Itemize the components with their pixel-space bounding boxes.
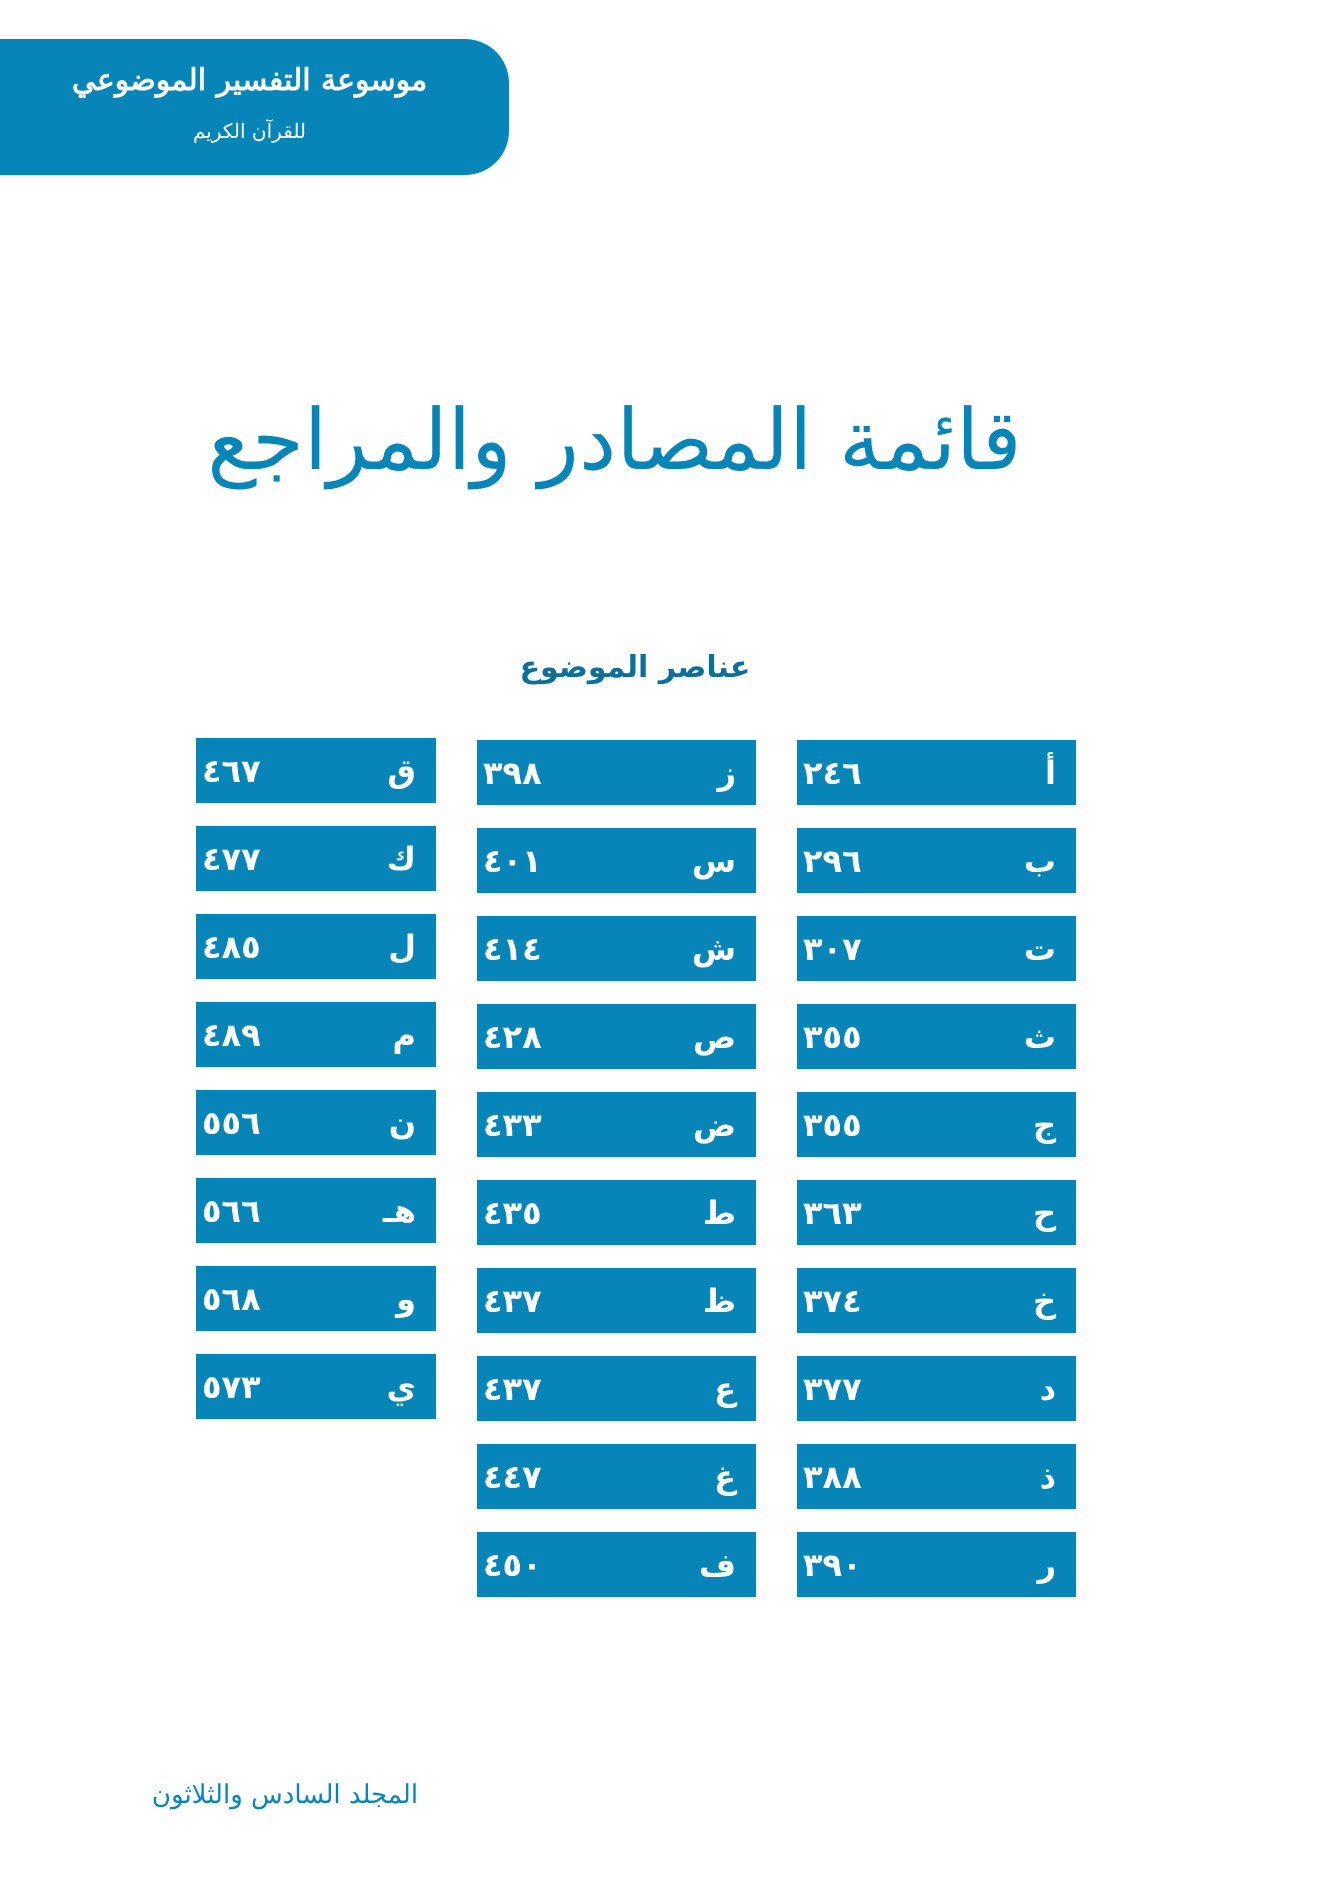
index-entry[interactable]: ذ ٣٨٨ xyxy=(797,1444,1076,1509)
index-entry[interactable]: ع ٤٣٧ xyxy=(477,1356,756,1421)
volume-label: المجلد السادس والثلاثون xyxy=(151,1780,419,1810)
entry-letter: خ xyxy=(1032,1281,1056,1320)
entry-page-number: ٥٧٣ xyxy=(202,1367,261,1406)
entry-letter: ع xyxy=(714,1369,736,1408)
entry-page-number: ٣٨٨ xyxy=(803,1457,862,1496)
entry-letter: س xyxy=(691,841,736,880)
entry-letter: ب xyxy=(1023,841,1056,880)
index-entry[interactable]: ض ٤٣٣ xyxy=(477,1092,756,1157)
entry-letter: ذ xyxy=(1039,1457,1056,1496)
entry-letter: ظ xyxy=(702,1281,736,1320)
index-entry[interactable]: ي ٥٧٣ xyxy=(196,1354,436,1419)
index-entry[interactable]: ت ٣٠٧ xyxy=(797,916,1076,981)
entry-page-number: ٣٩٠ xyxy=(803,1545,862,1584)
entry-page-number: ٤٠١ xyxy=(483,841,542,880)
index-entry[interactable]: ر ٣٩٠ xyxy=(797,1532,1076,1597)
entry-page-number: ٢٤٦ xyxy=(803,753,862,792)
entry-page-number: ٤٨٥ xyxy=(202,927,261,966)
entry-page-number: ٥٦٦ xyxy=(202,1191,261,1230)
entry-page-number: ٤٨٩ xyxy=(202,1015,261,1054)
entry-letter: ق xyxy=(387,751,416,790)
entry-letter: ر xyxy=(1037,1545,1056,1584)
index-entry[interactable]: ن ٥٥٦ xyxy=(196,1090,436,1155)
index-entry[interactable]: خ ٣٧٤ xyxy=(797,1268,1076,1333)
index-entry[interactable]: ف ٤٥٠ xyxy=(477,1532,756,1597)
entry-page-number: ٣٥٥ xyxy=(803,1105,862,1144)
entry-letter: ص xyxy=(692,1017,736,1056)
series-logo-banner: موسوعة التفسير الموضوعي للقرآن الكريم xyxy=(0,39,509,175)
series-title: موسوعة التفسير الموضوعي xyxy=(71,63,428,98)
entry-page-number: ٤٤٧ xyxy=(483,1457,542,1496)
entry-letter: ز xyxy=(717,753,736,792)
index-entry[interactable]: هـ ٥٦٦ xyxy=(196,1178,436,1243)
entry-letter: و xyxy=(396,1279,416,1318)
index-entry[interactable]: ج ٣٥٥ xyxy=(797,1092,1076,1157)
entry-letter: ك xyxy=(386,839,416,878)
entry-page-number: ٤٥٠ xyxy=(483,1545,542,1584)
entry-letter: أ xyxy=(1045,753,1056,792)
entry-letter: هـ xyxy=(382,1191,416,1230)
index-entry[interactable]: أ ٢٤٦ xyxy=(797,740,1076,805)
entry-letter: ف xyxy=(698,1545,736,1584)
index-entry[interactable]: ك ٤٧٧ xyxy=(196,826,436,891)
entry-letter: ش xyxy=(691,929,736,968)
entry-page-number: ٣٠٧ xyxy=(803,929,862,968)
index-entry[interactable]: د ٣٧٧ xyxy=(797,1356,1076,1421)
entry-letter: ج xyxy=(1032,1105,1056,1144)
entry-page-number: ٤٢٨ xyxy=(483,1017,542,1056)
index-entry[interactable]: ظ ٤٣٧ xyxy=(477,1268,756,1333)
entry-letter: ح xyxy=(1032,1193,1056,1232)
entry-letter: ن xyxy=(388,1103,416,1142)
index-entry[interactable]: ق ٤٦٧ xyxy=(196,738,436,803)
entry-page-number: ٤٦٧ xyxy=(202,751,261,790)
entry-letter: م xyxy=(392,1015,416,1054)
index-entry[interactable]: ث ٣٥٥ xyxy=(797,1004,1076,1069)
entry-page-number: ٢٩٦ xyxy=(803,841,862,880)
entry-letter: غ xyxy=(714,1457,736,1496)
entry-letter: ض xyxy=(692,1105,736,1144)
index-entry[interactable]: ط ٤٣٥ xyxy=(477,1180,756,1245)
entry-letter: ي xyxy=(386,1367,416,1406)
index-entry[interactable]: ب ٢٩٦ xyxy=(797,828,1076,893)
entry-page-number: ٣٧٧ xyxy=(803,1369,862,1408)
entry-page-number: ٤٣٣ xyxy=(483,1105,542,1144)
entry-page-number: ٤١٤ xyxy=(483,929,542,968)
entry-page-number: ٣٥٥ xyxy=(803,1017,862,1056)
entry-letter: ت xyxy=(1023,929,1056,968)
entry-page-number: ٥٦٨ xyxy=(202,1279,261,1318)
index-entry[interactable]: ل ٤٨٥ xyxy=(196,914,436,979)
entry-page-number: ٥٥٦ xyxy=(202,1103,261,1142)
entry-page-number: ٤٧٧ xyxy=(202,839,261,878)
index-entry[interactable]: س ٤٠١ xyxy=(477,828,756,893)
entry-letter: ل xyxy=(388,927,416,966)
entry-letter: ث xyxy=(1023,1017,1056,1056)
index-entry[interactable]: و ٥٦٨ xyxy=(196,1266,436,1331)
entry-letter: ط xyxy=(702,1193,736,1232)
series-subtitle: للقرآن الكريم xyxy=(192,119,307,143)
entry-page-number: ٤٣٧ xyxy=(483,1281,542,1320)
index-entry[interactable]: ح ٣٦٣ xyxy=(797,1180,1076,1245)
index-entry[interactable]: ص ٤٢٨ xyxy=(477,1004,756,1069)
index-entry[interactable]: م ٤٨٩ xyxy=(196,1002,436,1067)
index-entry[interactable]: ز ٣٩٨ xyxy=(477,740,756,805)
entry-page-number: ٣٩٨ xyxy=(483,753,542,792)
entry-page-number: ٤٣٧ xyxy=(483,1369,542,1408)
entry-page-number: ٣٦٣ xyxy=(803,1193,862,1232)
index-entry[interactable]: ش ٤١٤ xyxy=(477,916,756,981)
index-entry[interactable]: غ ٤٤٧ xyxy=(477,1444,756,1509)
entry-letter: د xyxy=(1039,1369,1056,1408)
page-title: قائمة المصادر والمراجع xyxy=(207,391,1022,489)
entry-page-number: ٣٧٤ xyxy=(803,1281,862,1320)
section-heading: عناصر الموضوع xyxy=(519,650,751,685)
entry-page-number: ٤٣٥ xyxy=(483,1193,542,1232)
